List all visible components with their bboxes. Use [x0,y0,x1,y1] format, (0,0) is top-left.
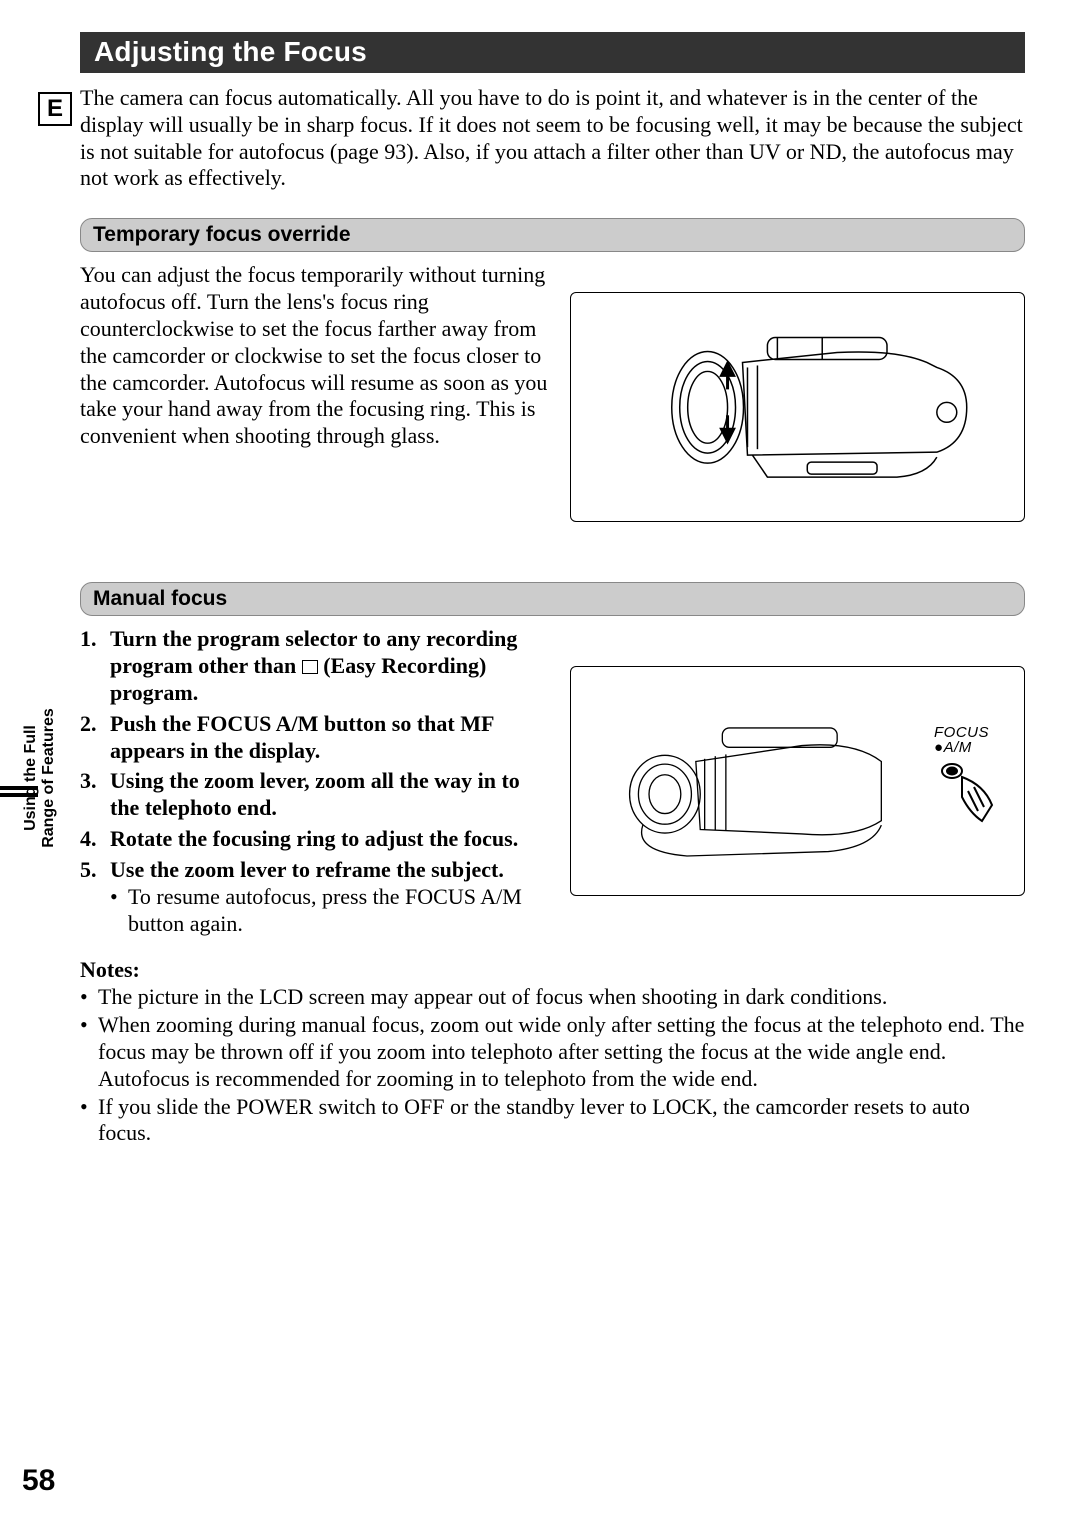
focus-label-line1: FOCUS [934,725,1006,740]
side-tab-line2: Range of Features [40,708,57,848]
camcorder-figure-1 [570,292,1025,522]
page-title: Adjusting the Focus [94,36,1025,68]
step-1: Turn the program selector to any recordi… [80,626,550,706]
intro-paragraph: The camera can focus automatically. All … [80,85,1025,192]
step-5: Use the zoom lever to reframe the subjec… [80,857,550,937]
manual-focus-steps: Turn the program selector to any recordi… [80,626,550,941]
focus-label-line2: A/M [944,739,972,756]
side-tab-line1: Using the Full [22,725,39,831]
press-button-icon [934,757,1006,827]
step-5-sub: To resume autofocus, press the FOCUS A/M… [110,884,550,938]
manual-focus-heading: Manual focus [93,587,1012,611]
temp-focus-heading: Temporary focus override [93,223,1012,247]
note-1: The picture in the LCD screen may appear… [80,984,1025,1011]
page-title-banner: Adjusting the Focus [80,32,1025,73]
manual-focus-section: Turn the program selector to any recordi… [80,626,1025,941]
camcorder-focus-button-icon [581,692,934,870]
temp-focus-heading-bar: Temporary focus override [80,218,1025,252]
language-badge: E [38,92,72,126]
note-3: If you slide the POWER switch to OFF or … [80,1094,1025,1148]
page-number: 58 [22,1464,55,1498]
step-4: Rotate the focusing ring to adjust the f… [80,826,550,853]
focus-button-label: FOCUS ●A/M [934,725,1006,830]
step-3: Using the zoom lever, zoom all the way i… [80,768,550,822]
easy-recording-icon [302,660,318,674]
camcorder-illustration-icon [598,307,997,508]
step-2: Push the FOCUS A/M button so that MF app… [80,711,550,765]
camcorder-figure-2: FOCUS ●A/M [570,666,1025,896]
notes-section: Notes: The picture in the LCD screen may… [80,957,1025,1147]
temp-focus-text: You can adjust the focus temporarily wit… [80,262,550,522]
note-2: When zooming during manual focus, zoom o… [80,1012,1025,1092]
temp-focus-section: You can adjust the focus temporarily wit… [80,262,1025,522]
manual-focus-heading-bar: Manual focus [80,582,1025,616]
section-side-tab: Using the Full Range of Features [22,688,59,868]
notes-heading: Notes: [80,957,1025,984]
